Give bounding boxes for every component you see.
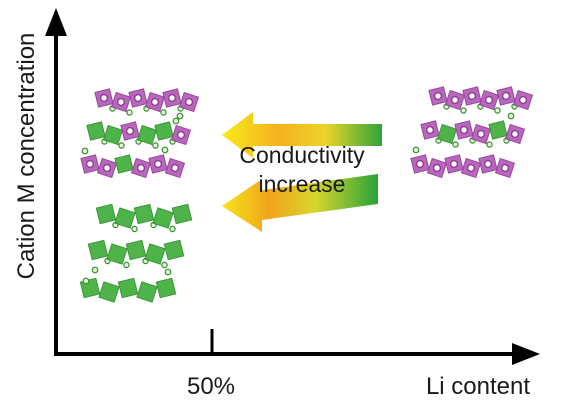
polyhedron-green (171, 203, 193, 225)
cation-site (466, 163, 476, 173)
arrow-text-line2: increase (259, 171, 346, 197)
cation-site (483, 159, 493, 169)
li-site (486, 141, 493, 148)
li-site (81, 147, 89, 155)
cation-site (484, 95, 494, 105)
li-site (507, 112, 515, 120)
li-site (460, 107, 467, 114)
polyhedron-green (163, 239, 185, 261)
arrow-upper (222, 112, 382, 158)
li-site (172, 117, 180, 125)
x-axis-label: Li content (426, 373, 530, 400)
y-axis-label: Cation M concentration (13, 33, 40, 280)
li-site (161, 146, 169, 154)
polyhedron-green (136, 281, 158, 303)
polyhedron-green (106, 243, 128, 265)
li-site (452, 141, 459, 148)
polyhedron-green (87, 239, 109, 261)
cation-site (125, 126, 135, 136)
li-site (82, 277, 90, 285)
cation-site (432, 163, 442, 173)
li-site (91, 266, 99, 274)
cation-site (450, 95, 460, 105)
axes (45, 8, 540, 365)
y-axis-arrowhead (45, 8, 67, 36)
li-site (160, 109, 167, 116)
li-site (494, 107, 501, 114)
li-site (161, 261, 168, 269)
li-site (131, 225, 138, 233)
arrow-text-line1: Conductivity (239, 142, 365, 168)
cation-site (500, 163, 510, 173)
polyhedron-green (133, 203, 155, 225)
arrow-lower (222, 174, 378, 232)
polyhedron-green (155, 277, 177, 299)
cation-site (415, 159, 425, 169)
li-site (169, 225, 176, 233)
cation-site (99, 93, 109, 103)
cation-site (425, 125, 435, 135)
polyhedron-green (114, 154, 134, 174)
polyhedron-green (117, 277, 139, 299)
polyhedron-green (102, 124, 124, 146)
polyhedron-green (136, 124, 158, 146)
polyhedron-green (144, 243, 166, 265)
cation-site (116, 97, 126, 107)
li-site (118, 142, 125, 149)
cation-site (153, 159, 163, 169)
polyhedron-green (436, 123, 458, 145)
li-site (412, 146, 420, 154)
cation-site (433, 91, 443, 101)
polyhedron-green (95, 203, 117, 225)
cation-site (184, 97, 194, 107)
polyhedron-green (152, 207, 174, 229)
x-tick-label: 50% (187, 373, 235, 400)
polyhedron-green (488, 120, 508, 140)
cation-site (459, 125, 469, 135)
cation-site (102, 163, 112, 173)
cation-site (476, 129, 486, 139)
polyhedron-green (125, 239, 147, 261)
li-site (176, 112, 184, 120)
polyhedron-green (98, 281, 120, 303)
x-axis-arrowhead (512, 343, 540, 365)
cation-site (467, 91, 477, 101)
conductivity-arrows (222, 112, 382, 232)
cation-site (85, 159, 95, 169)
li-site (126, 109, 133, 116)
polyhedron-green (86, 121, 106, 141)
cation-site (136, 163, 146, 173)
cation-site (133, 93, 143, 103)
cation-site (510, 129, 520, 139)
structure-low-cation-left (79, 203, 193, 303)
cation-site (150, 97, 160, 107)
structure-high-cation-right (410, 86, 534, 179)
li-site (123, 261, 130, 269)
cation-site (176, 130, 186, 140)
structure-high-cation-left (80, 88, 200, 179)
polyhedron-green (154, 121, 174, 141)
cation-site (167, 93, 177, 103)
cation-site (170, 163, 180, 173)
cation-site (501, 91, 511, 101)
cation-site (449, 159, 459, 169)
li-site (164, 268, 172, 276)
li-site (152, 142, 159, 149)
cation-site (518, 95, 528, 105)
polyhedron-green (114, 207, 136, 229)
